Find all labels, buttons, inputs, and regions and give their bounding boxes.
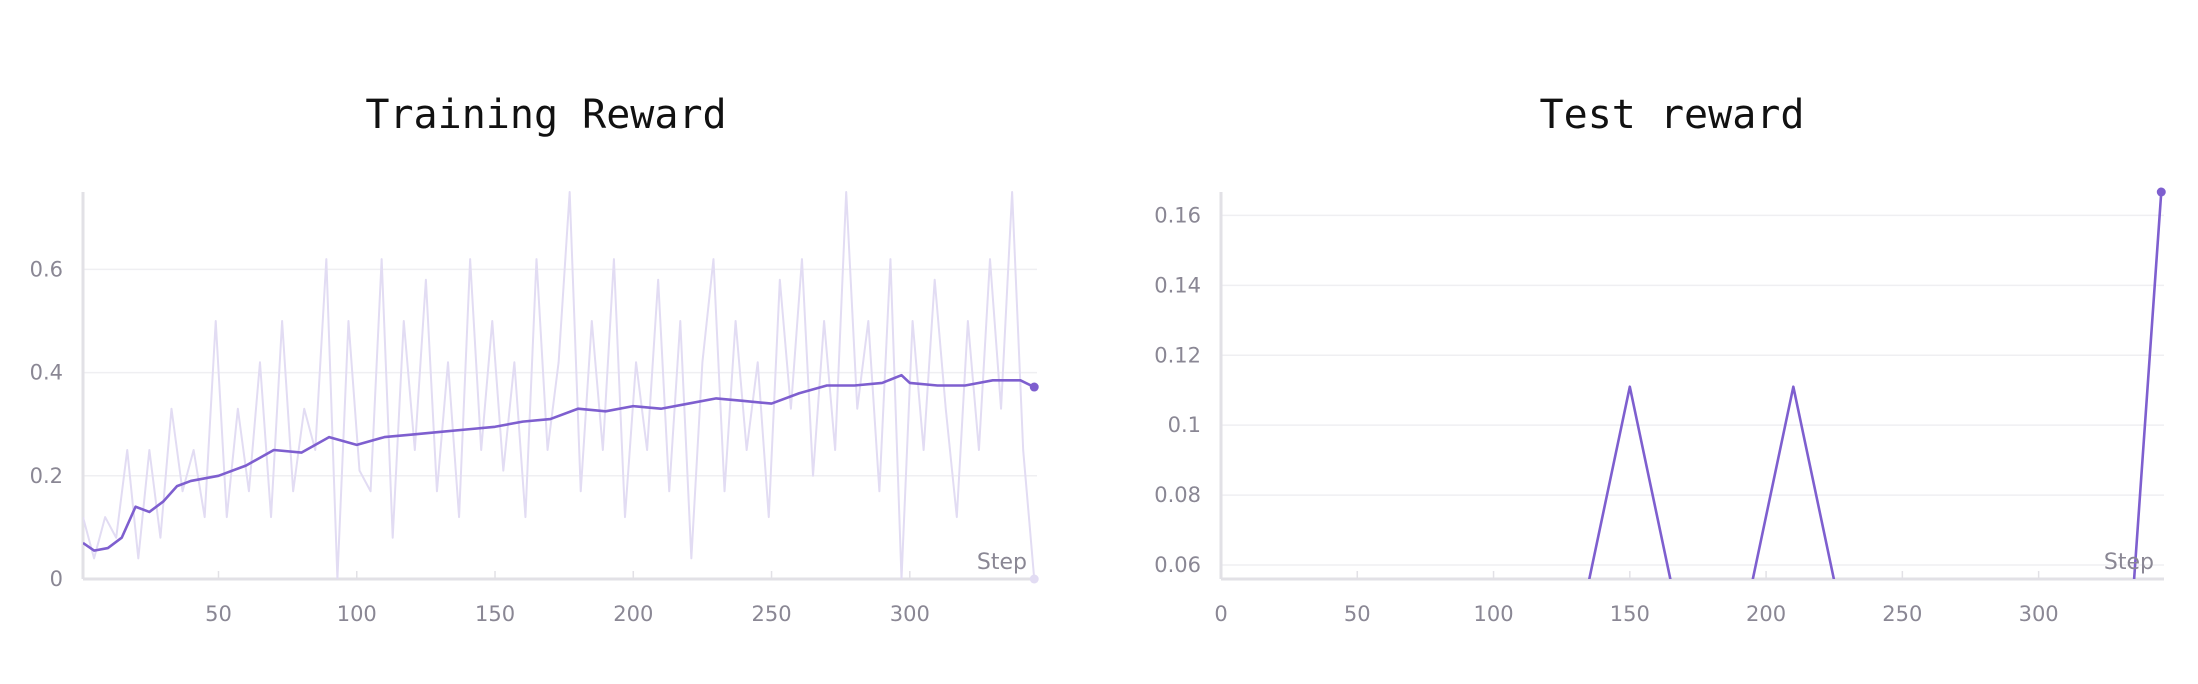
y-tick-label: 0.1	[1168, 413, 1201, 437]
x-axis-label: Step	[977, 550, 1027, 575]
end-point	[2156, 187, 2166, 197]
y-tick-label: 0	[50, 567, 63, 591]
y-tick-label: 0.6	[30, 257, 63, 281]
x-tick-label: 250	[751, 602, 791, 626]
y-tick-label: 0.08	[1154, 483, 1201, 507]
x-tick-label: 300	[2019, 602, 2059, 626]
x-tick-label: 200	[1746, 602, 1786, 626]
x-axis-label: Step	[2104, 550, 2154, 575]
y-tick-label: 0.14	[1154, 273, 1201, 297]
y-tick-label: 0.06	[1154, 553, 1201, 577]
x-tick-label: 150	[1610, 602, 1650, 626]
chart-panel: Training Reward 0 0.2 0.4 0.6 50 100 150 200 250 3…	[30, 92, 1039, 626]
y-tick-label: 0.2	[30, 464, 63, 488]
y-tick-label: 0.4	[30, 361, 63, 385]
end-point	[1029, 382, 1039, 392]
x-tick-label: 100	[1473, 602, 1513, 626]
line-series	[83, 373, 1035, 552]
x-tick-label: 100	[337, 602, 377, 626]
x-tick-label: 250	[1882, 602, 1922, 626]
x-tick-label: 200	[613, 602, 653, 626]
y-tick-label: 0.16	[1154, 203, 1201, 227]
chart-title: Training Reward	[365, 92, 726, 138]
end-point	[1029, 574, 1039, 584]
chart-title: Test reward	[1540, 92, 1805, 138]
x-tick-label: 50	[1344, 602, 1371, 626]
x-tick-label: 150	[475, 602, 515, 626]
x-tick-label: 0	[1214, 602, 1227, 626]
chart-panel: Test reward 0.06 0.08 0.1 0.12 0.14 0.16 0 50 100…	[1154, 92, 2166, 626]
line-series	[83, 191, 1036, 579]
x-tick-label: 50	[205, 602, 232, 626]
y-tick-label: 0.12	[1154, 343, 1201, 367]
x-tick-label: 300	[890, 602, 930, 626]
